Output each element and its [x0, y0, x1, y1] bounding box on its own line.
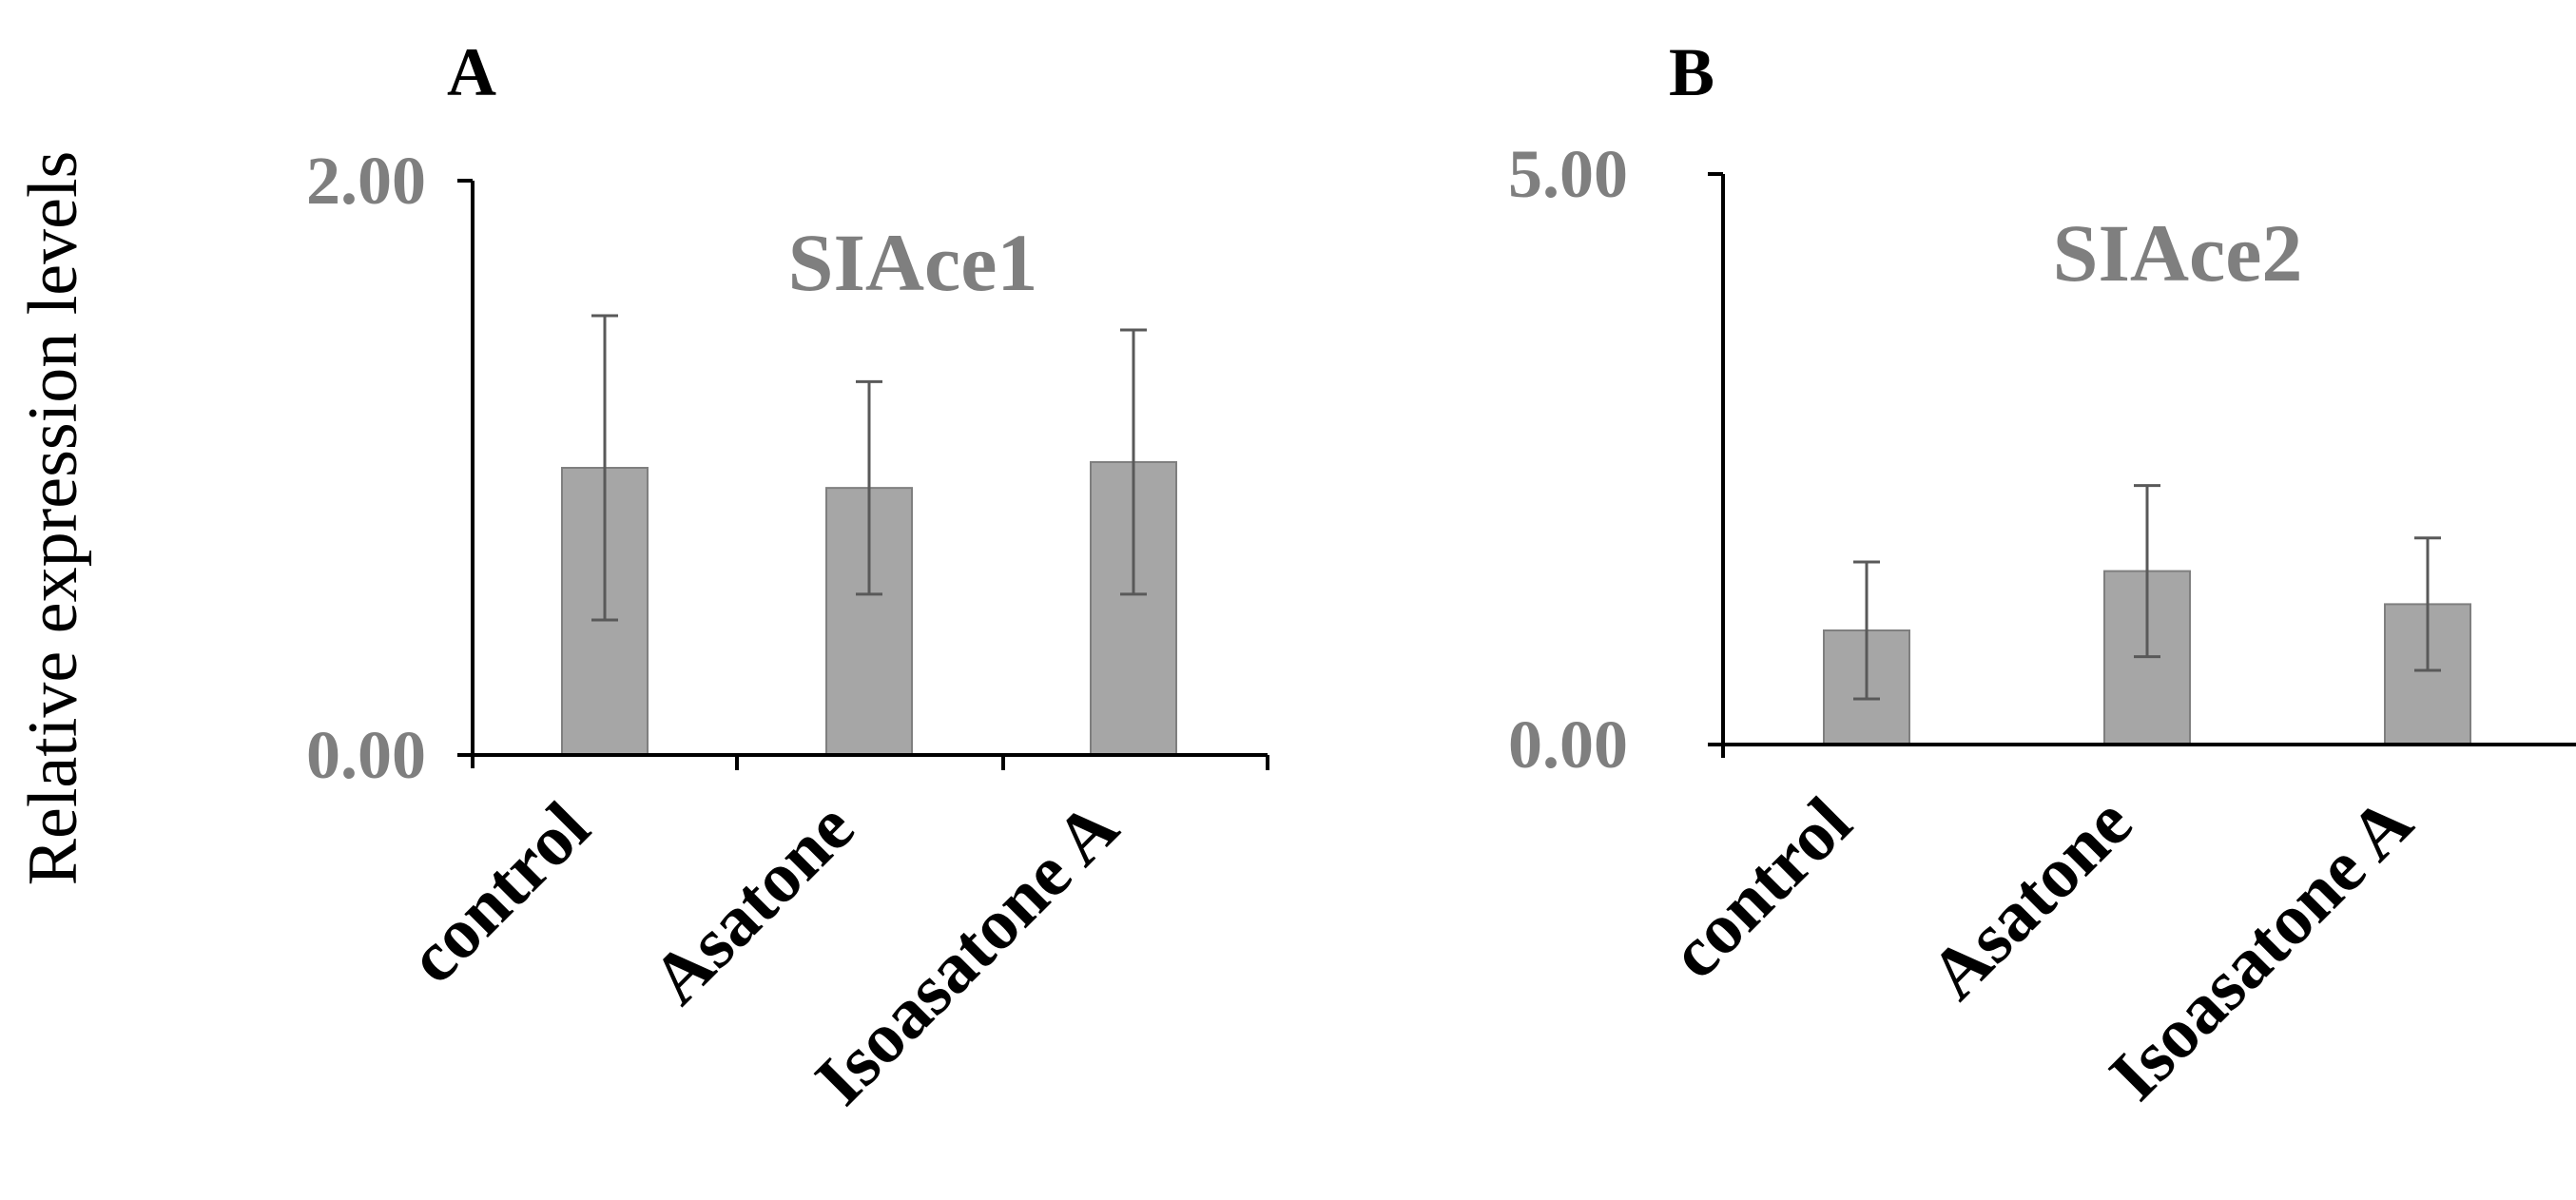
tick-labels-a: 0.00 2.00 [306, 143, 426, 793]
panel-letter-b: B [1669, 34, 1714, 110]
error-bar-a-3 [1120, 328, 1147, 596]
error-bar-a-1 [591, 314, 618, 622]
y-tick-label-b-2: 5.00 [1508, 136, 1628, 212]
y-axis-label: Relative expression levels [14, 151, 92, 886]
y-tick-label-a-2: 2.00 [306, 143, 426, 219]
axes-b [1708, 172, 2576, 758]
category-label-a-2: Asatone [637, 787, 870, 1020]
error-bar-a-2 [856, 379, 882, 596]
error-bars-b [1853, 484, 2441, 701]
category-label-b-1: control [1655, 783, 1867, 995]
category-label-a-1: control [393, 787, 605, 999]
error-bar-b-3 [2414, 536, 2441, 672]
category-label-b-2: Asatone [1915, 783, 2148, 1016]
error-bars-a [591, 314, 1147, 622]
y-tick-label-a-1: 0.00 [306, 717, 426, 793]
panel-b: B SIAce2 0.00 5.00 control AsatoneIsoasato… [1508, 34, 2576, 1115]
category-label-b-3: Isoasatone A [2094, 783, 2428, 1116]
error-bar-b-2 [2134, 484, 2160, 659]
panel-a: A SIAce1 0.00 2.00 control AsatoneIsoasato… [306, 34, 1269, 1121]
panel-letter-a: A [447, 34, 496, 110]
axes-a [457, 179, 1269, 770]
chart-title-b: SIAce2 [2053, 207, 2303, 299]
chart-title-a: SIAce1 [788, 217, 1038, 308]
error-bar-b-1 [1853, 560, 1880, 701]
tick-labels-b: 0.00 5.00 [1508, 136, 1628, 783]
y-tick-label-b-1: 0.00 [1508, 706, 1628, 783]
